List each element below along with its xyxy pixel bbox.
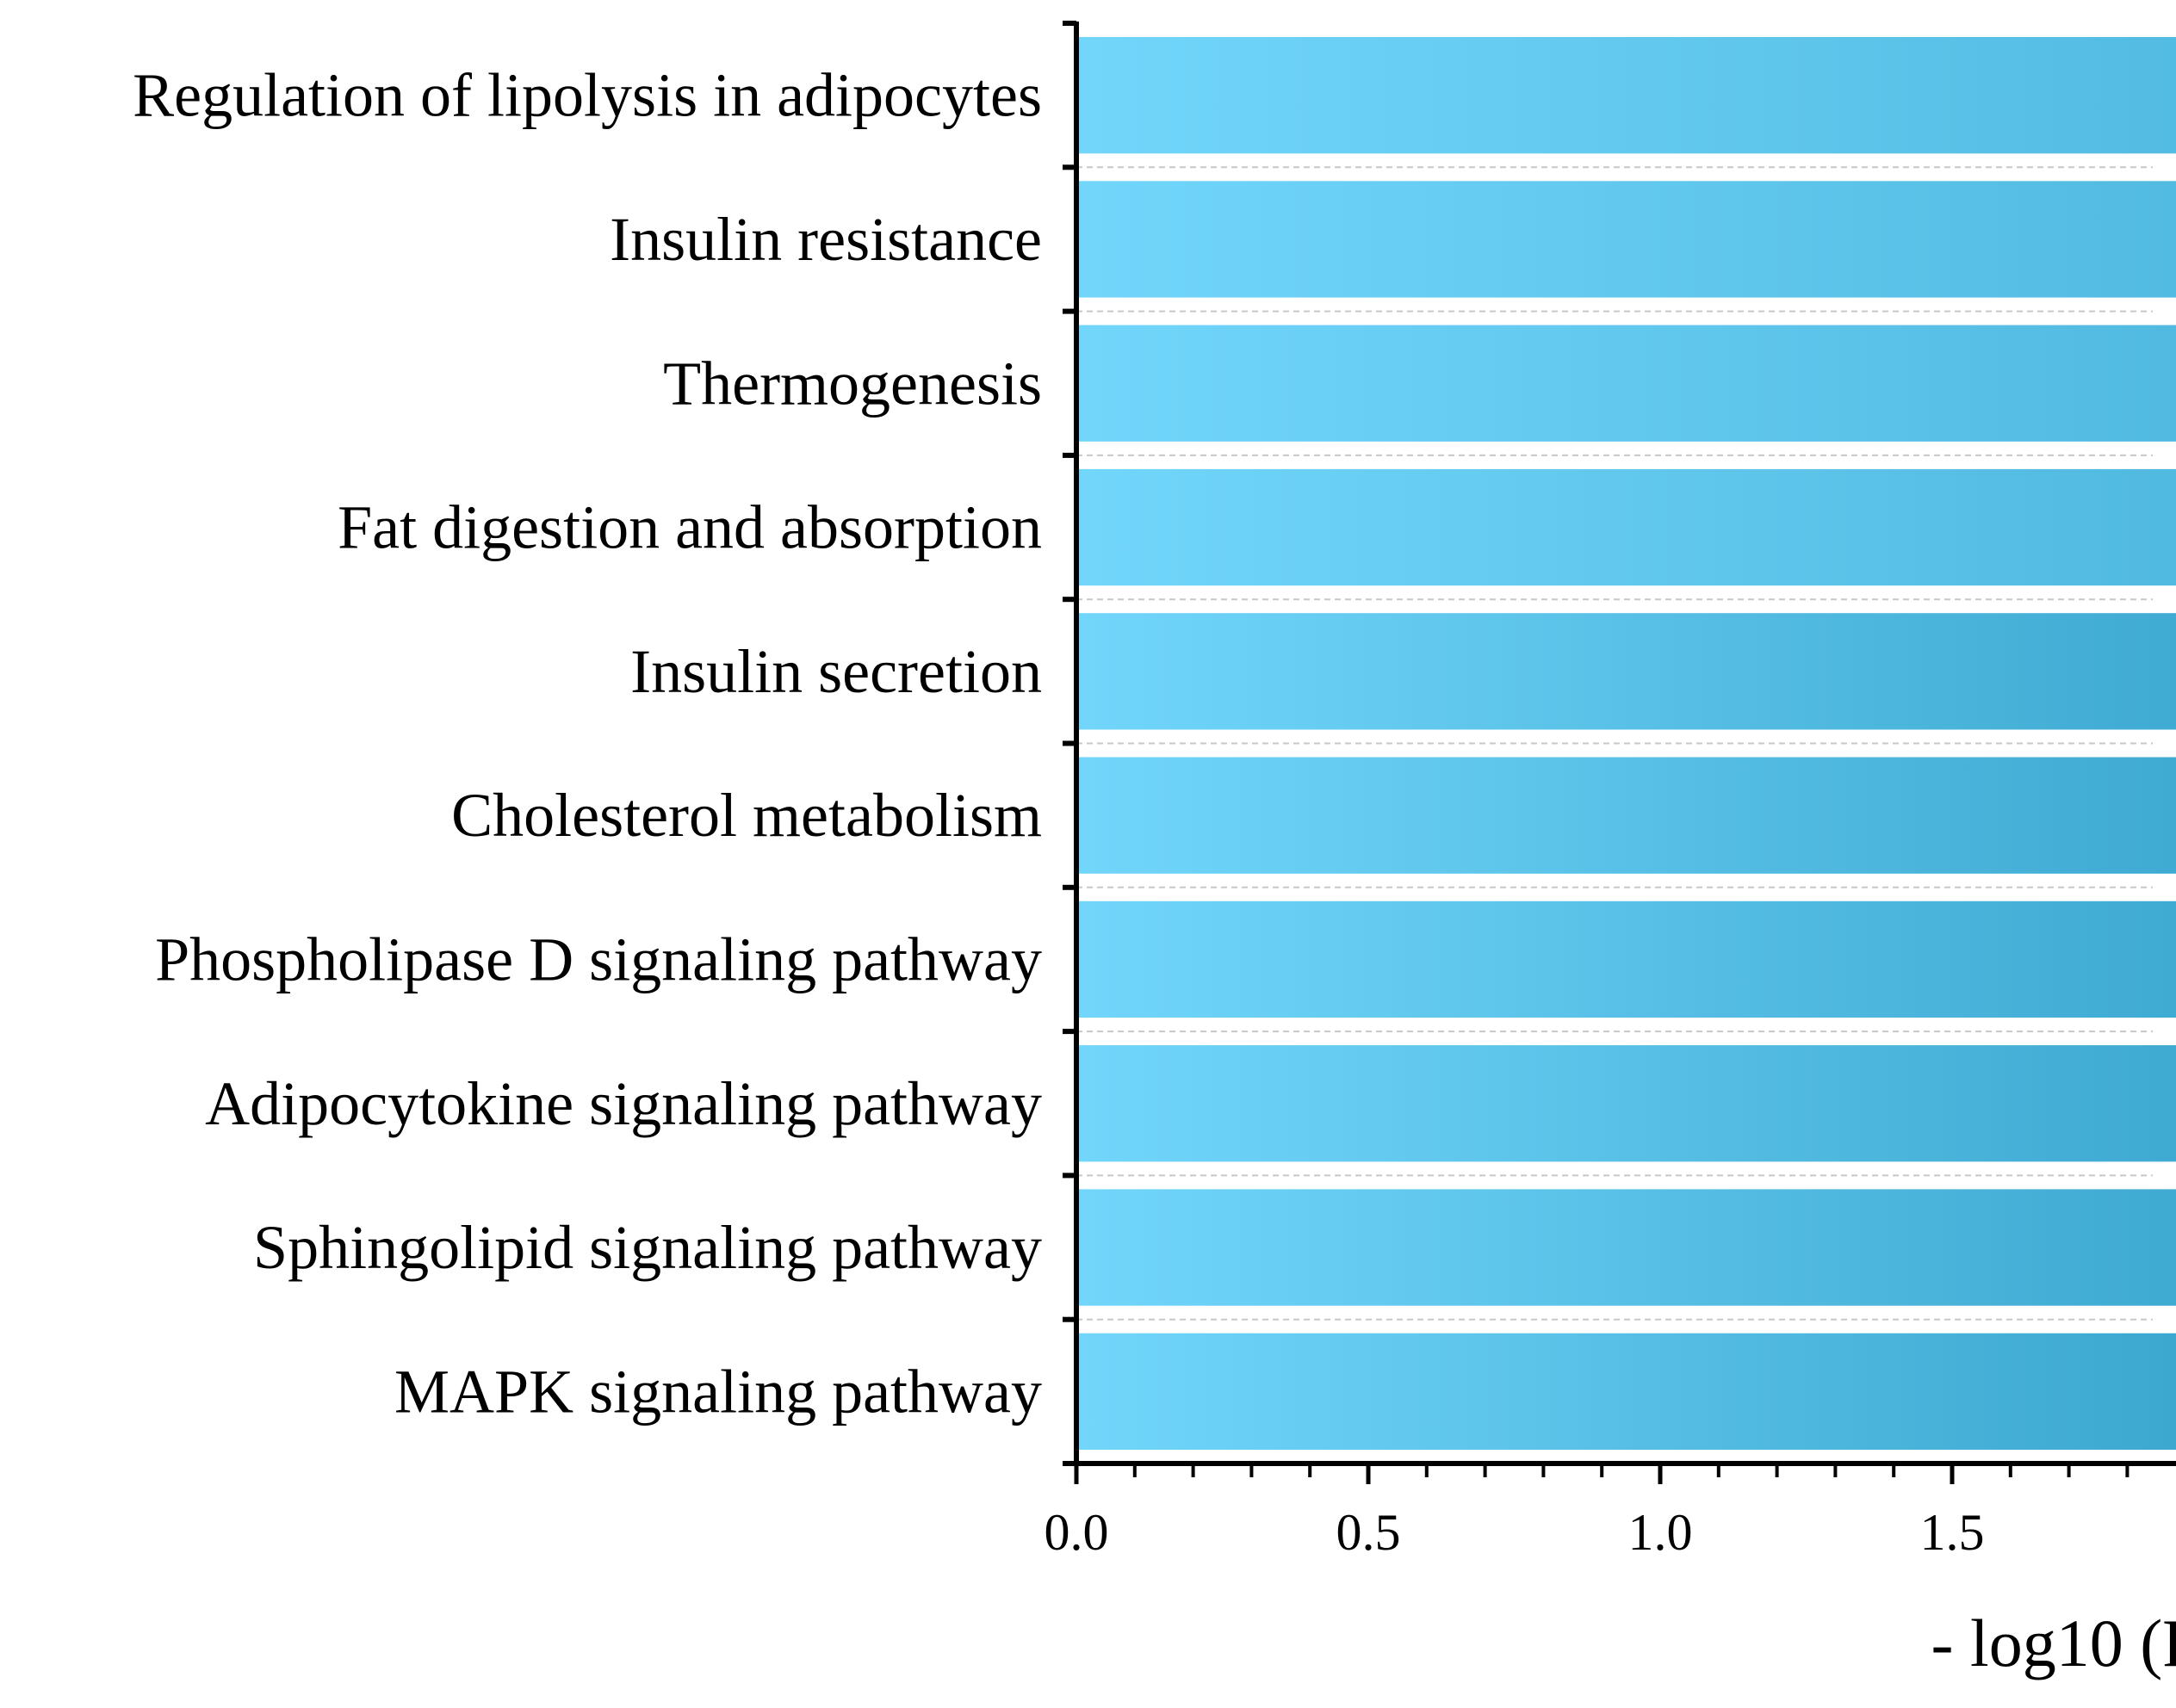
category-label: Sphingolipid signaling pathway [253, 1213, 1042, 1282]
bar [1076, 1189, 2176, 1306]
bar [1076, 181, 2176, 298]
bars [1076, 37, 2176, 1450]
x-axis-title: - log10 (P value) [1931, 1606, 2176, 1680]
category-label: Cholesterol metabolism [451, 781, 1042, 850]
bar [1076, 900, 2176, 1018]
category-label: Thermogenesis [663, 349, 1042, 418]
axes [1063, 21, 2176, 1484]
grid-lines [1076, 166, 2153, 1321]
bar [1076, 613, 2176, 730]
bar [1076, 1333, 2176, 1450]
category-label: MAPK signaling pathway [394, 1357, 1042, 1426]
bar [1076, 757, 2176, 874]
category-label: Fat digestion and absorption [338, 493, 1042, 562]
category-label: Regulation of lipolysis in adipocytes [133, 61, 1042, 130]
x-tick-label: 0.5 [1336, 1504, 1401, 1561]
bar [1076, 1045, 2176, 1162]
category-label: Phospholipase D signaling pathway [155, 925, 1042, 993]
bar [1076, 468, 2176, 586]
bar [1076, 325, 2176, 442]
x-tick-label: 1.0 [1628, 1504, 1693, 1561]
x-tick-label: 0.0 [1045, 1504, 1109, 1561]
labels: Regulation of lipolysis in adipocytescIn… [133, 61, 1985, 1561]
category-label: Adipocytokine signaling pathway [205, 1069, 1042, 1138]
x-tick-label: 1.5 [1920, 1504, 1985, 1561]
bar [1076, 37, 2176, 154]
category-label: Insulin resistance [610, 205, 1042, 274]
category-label: Insulin secretion [630, 637, 1042, 706]
